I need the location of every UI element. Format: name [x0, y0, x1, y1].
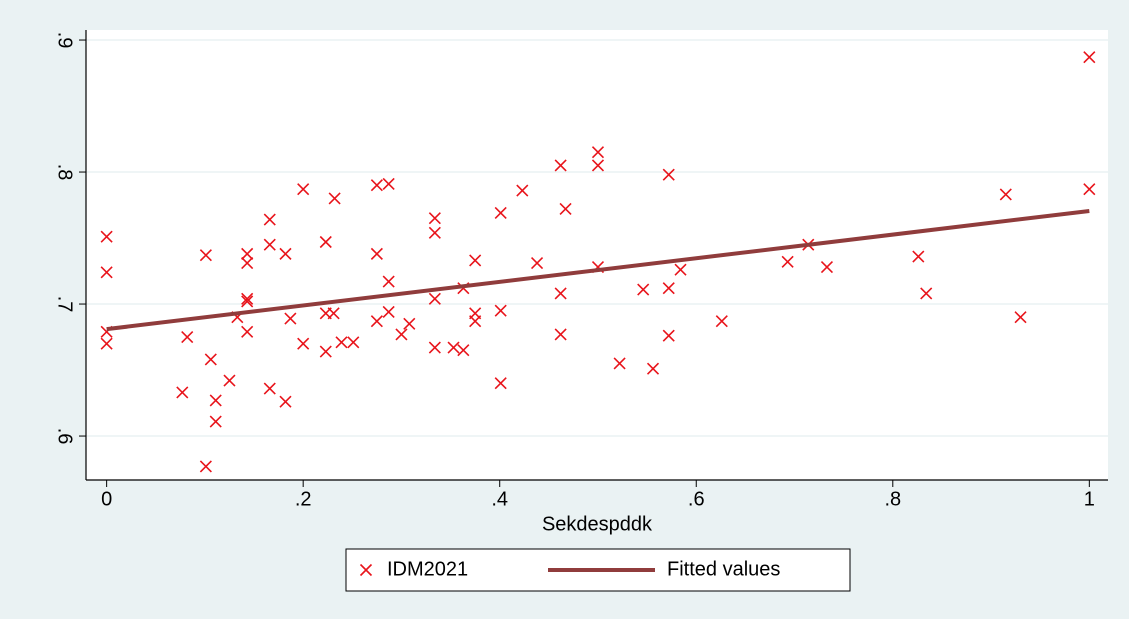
point	[199, 460, 212, 473]
point	[428, 212, 441, 225]
point	[100, 337, 113, 350]
y-tick-label: .7	[54, 296, 76, 313]
point	[820, 261, 834, 274]
point	[516, 184, 529, 197]
legend-label: Fitted values	[667, 558, 780, 580]
x-tick-label: .2	[295, 488, 312, 510]
point	[646, 362, 660, 375]
point	[591, 146, 605, 159]
point	[263, 213, 276, 226]
point	[662, 282, 675, 295]
point	[382, 275, 395, 288]
point	[494, 206, 507, 220]
point	[662, 168, 675, 181]
point	[241, 292, 254, 305]
point	[263, 238, 276, 251]
legend-label: IDM2021	[387, 558, 468, 580]
point	[428, 292, 441, 305]
point	[100, 266, 113, 279]
point	[241, 295, 254, 308]
grid	[86, 39, 1108, 437]
point	[319, 345, 332, 358]
point	[530, 257, 544, 270]
y-tick-label: .8	[54, 164, 76, 181]
point	[662, 329, 675, 342]
legend-items: IDM2021 Fitted values	[359, 558, 780, 580]
point	[1083, 183, 1096, 196]
fitted-line	[106, 208, 1090, 332]
point	[279, 395, 292, 408]
point	[554, 328, 567, 341]
point	[920, 287, 933, 300]
point	[613, 357, 626, 370]
point	[1014, 311, 1027, 324]
point	[223, 374, 236, 387]
point	[428, 226, 441, 239]
point	[100, 230, 113, 243]
point	[403, 317, 416, 330]
point	[591, 159, 605, 172]
point	[328, 192, 341, 205]
point	[1083, 51, 1096, 64]
point	[469, 254, 482, 267]
point	[209, 394, 222, 407]
point	[912, 250, 925, 263]
point	[494, 304, 507, 317]
point	[241, 247, 254, 260]
point	[559, 202, 572, 216]
x-tick-label: .8	[884, 488, 901, 510]
point	[457, 344, 470, 357]
point	[447, 341, 460, 354]
point	[279, 247, 292, 260]
x-tick-label: .4	[491, 488, 508, 510]
point	[637, 283, 650, 296]
point	[370, 179, 383, 192]
point	[370, 315, 383, 328]
point	[382, 305, 395, 319]
point	[715, 315, 728, 328]
point	[241, 325, 254, 338]
point	[382, 177, 395, 190]
point	[395, 328, 408, 341]
point	[370, 247, 383, 260]
point	[347, 336, 360, 349]
point	[999, 188, 1012, 201]
point	[297, 183, 310, 196]
point	[297, 337, 310, 350]
point	[176, 386, 189, 399]
point	[209, 415, 222, 428]
point	[554, 159, 567, 172]
point	[428, 341, 441, 354]
point	[284, 312, 297, 325]
x-tick-label: .6	[688, 488, 705, 510]
x-tick-label: 0	[101, 488, 112, 510]
x-axis-label: Sekdespddk	[542, 513, 653, 535]
x-tick-label: 1	[1084, 488, 1095, 510]
point	[327, 307, 340, 320]
y-tick-label: .9	[54, 32, 76, 49]
point	[674, 263, 687, 276]
point	[469, 315, 482, 328]
point	[181, 330, 194, 344]
point	[554, 287, 567, 300]
point	[199, 249, 212, 262]
point	[241, 257, 254, 270]
y-tick-label: .6	[54, 428, 76, 445]
point	[204, 353, 217, 366]
point	[494, 377, 507, 390]
point	[319, 235, 332, 249]
point	[781, 255, 794, 268]
legend-swatch	[359, 563, 373, 577]
plot-area	[86, 30, 1108, 480]
point	[335, 336, 348, 349]
marks	[100, 51, 1096, 473]
point	[263, 382, 276, 395]
